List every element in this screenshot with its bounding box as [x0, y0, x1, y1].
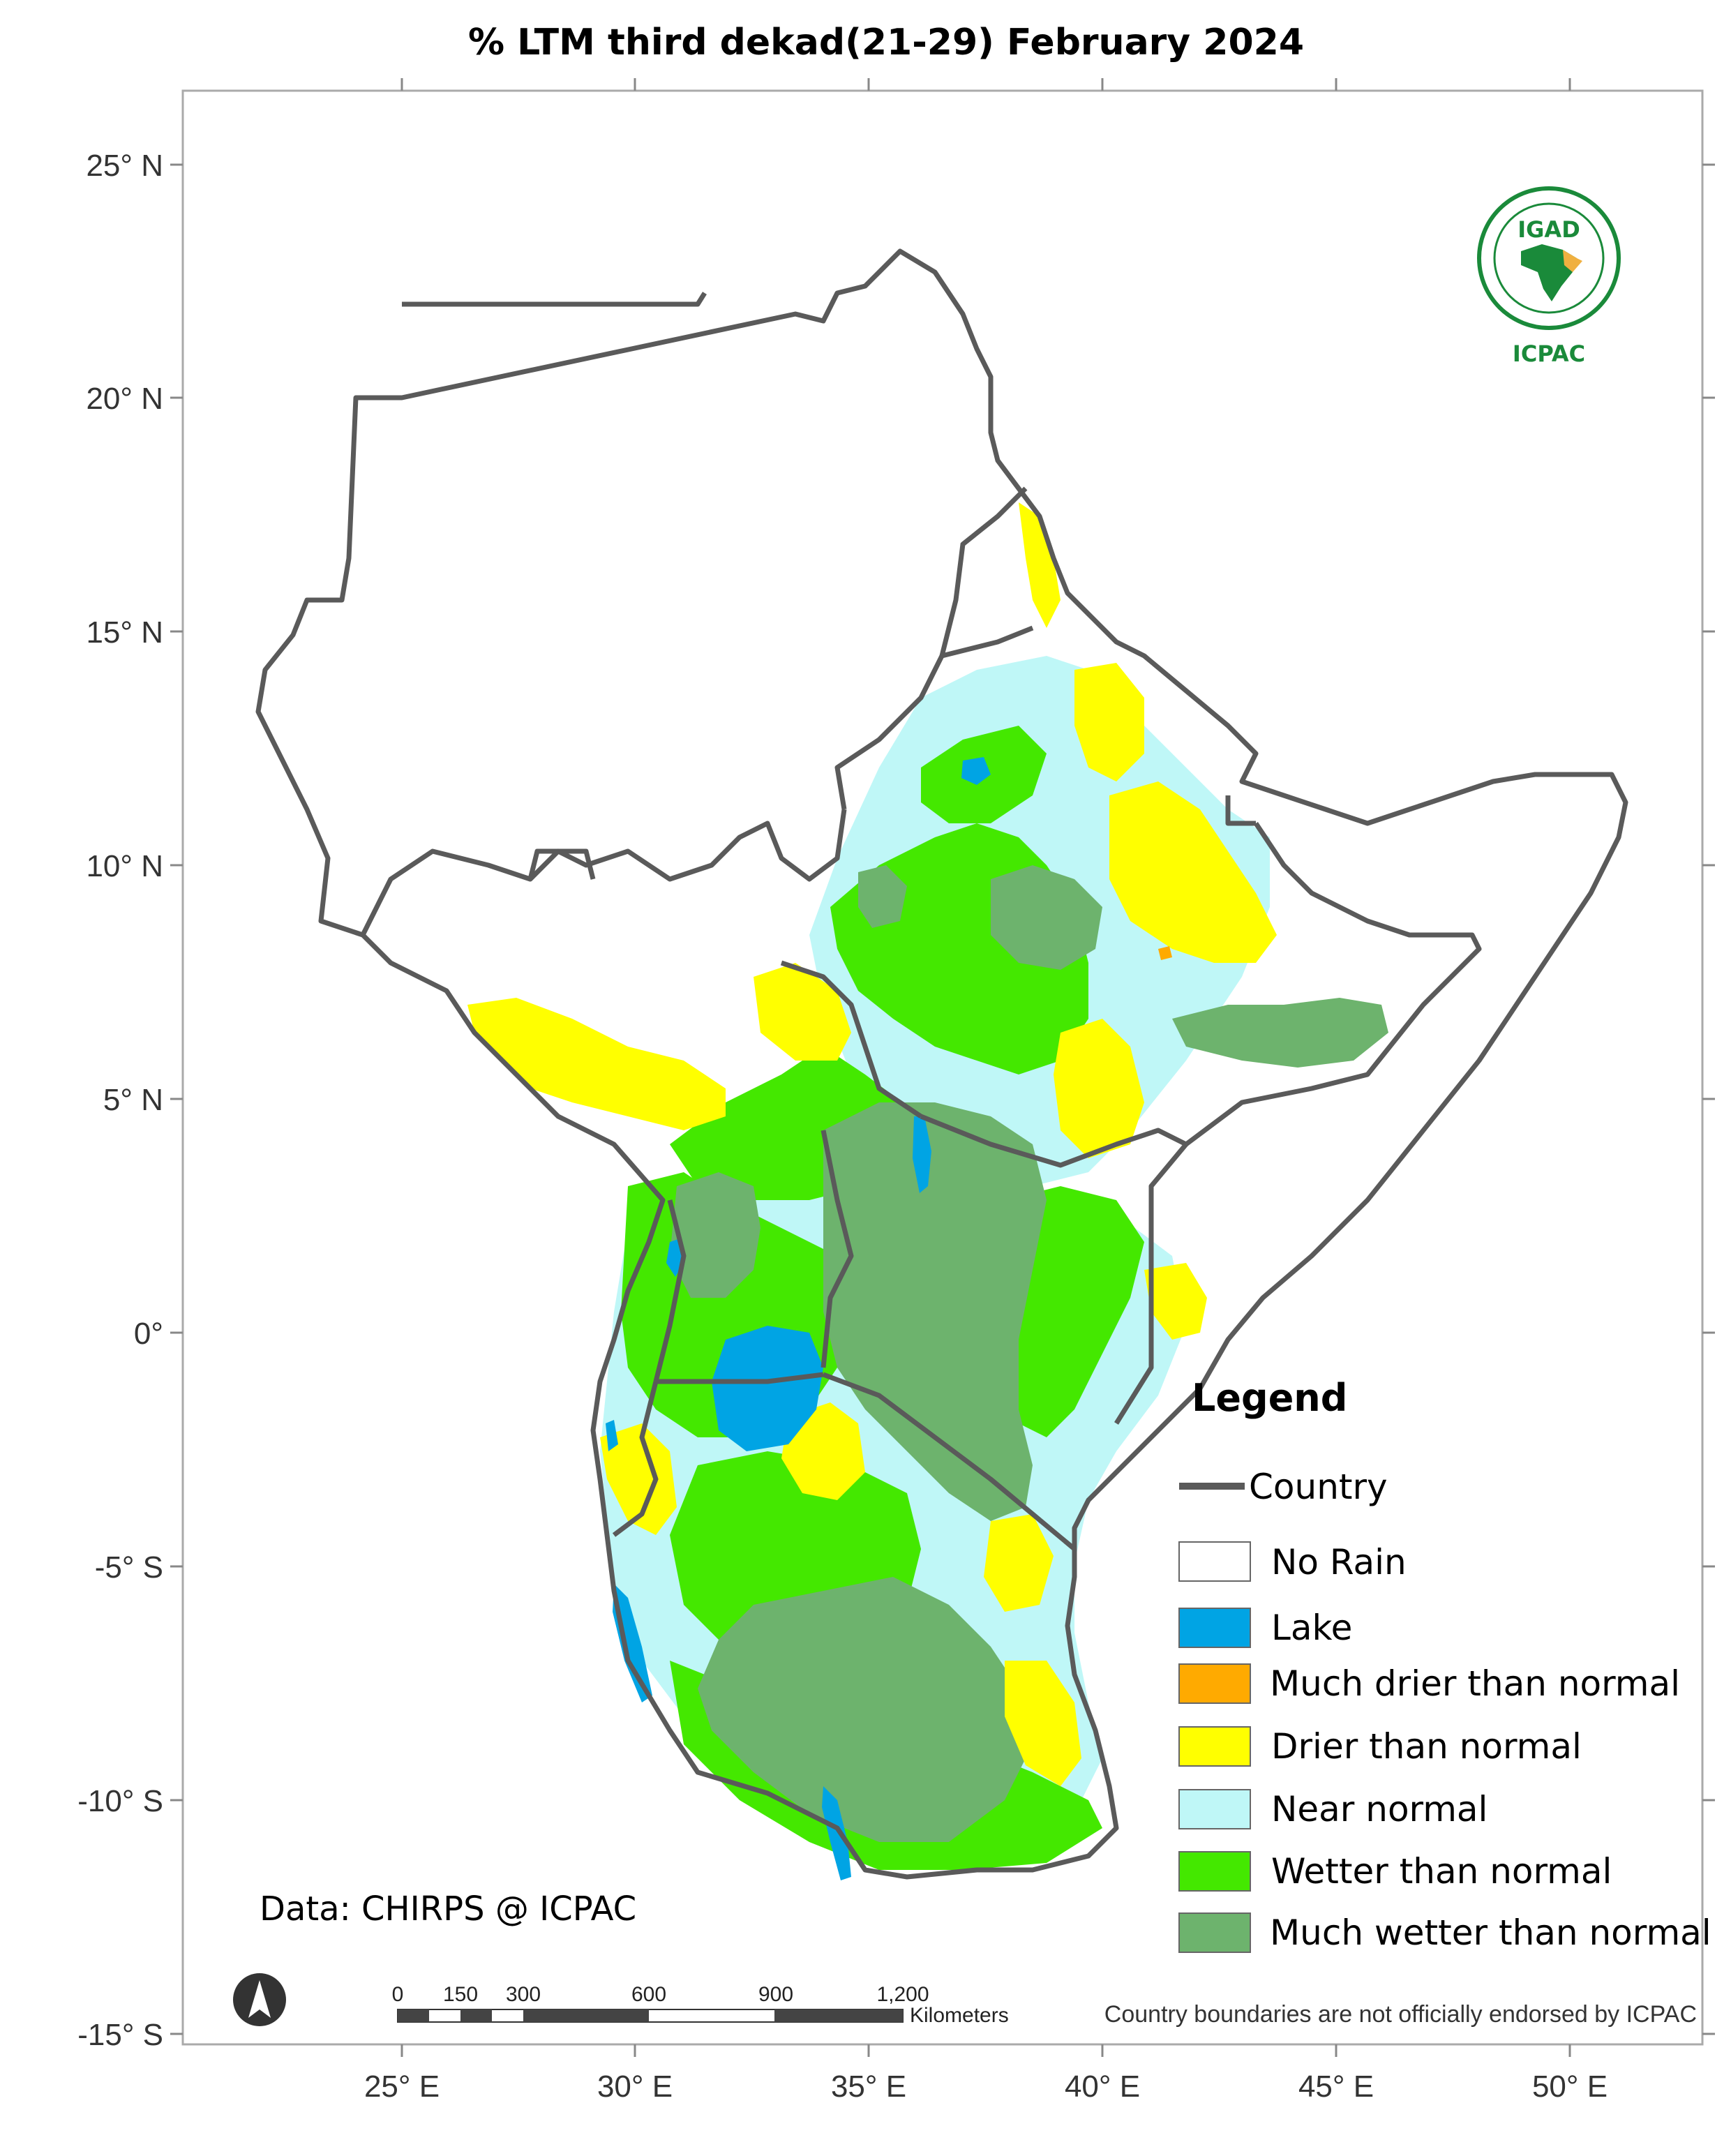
lake-tanganyika [613, 1584, 652, 1702]
legend-label-near-normal: Near normal [1271, 1789, 1488, 1829]
scale-label-900: 900 [758, 1983, 793, 2006]
ethiopia-somalia-border [1184, 822, 1482, 1146]
scale-bar: 0 150 300 600 900 1,200 Kilometers [392, 1983, 1009, 2027]
legend-country-label: Country [1249, 1467, 1388, 1507]
lon-label-30e: 30° E [597, 2069, 673, 2104]
much-drier-patch [1158, 946, 1172, 960]
ethiopia-kenya-border [920, 1114, 1187, 1168]
legend-label-drier: Drier than normal [1271, 1726, 1582, 1767]
kenya-tanzania-border [822, 1372, 1077, 1551]
igad-icpac-logo: IGAD ICPAC [1477, 186, 1621, 367]
latitude-labels: 25° N 20° N 15° N 10° N 5° N 0° -5° S -1… [77, 149, 163, 2052]
drier-south-sudan-east [754, 963, 851, 1061]
logo-icpac-text: ICPAC [1513, 340, 1585, 367]
drier-ethiopia-central [1109, 781, 1277, 963]
ethiopia-south-sudan-border [780, 960, 922, 1118]
lake-victoria [712, 1326, 823, 1451]
legend-swatch-much-wetter [1178, 1912, 1251, 1953]
data-credit: Data: CHIRPS @ ICPAC [260, 1889, 636, 1929]
latitude-ticks [170, 163, 1715, 2035]
drier-tanzania-east [984, 1514, 1054, 1612]
lon-label-50e: 50° E [1532, 2069, 1608, 2104]
map-content [255, 248, 1628, 1880]
lat-label-10s: -10° S [77, 1784, 163, 1818]
much-wetter-drc [670, 1172, 760, 1298]
logo-ring-inner [1493, 202, 1605, 314]
lat-label-5s: -5° S [95, 1550, 163, 1585]
much-wetter-tanzania-south [698, 1577, 1033, 1842]
drier-somalia-south [1144, 1263, 1207, 1340]
drier-ethiopia-north [1074, 663, 1144, 781]
longitude-labels: 25° E 30° E 35° E 40° E 45° E 50° E [364, 2069, 1608, 2104]
country-boundaries [255, 248, 1628, 1880]
much-wetter-ethiopia-east [1172, 998, 1388, 1068]
chad-car-notch [527, 848, 596, 880]
lat-label-20n: 20° N [86, 382, 163, 416]
legend-swatch-much-drier [1178, 1663, 1251, 1704]
lat-label-15n: 15° N [86, 615, 163, 650]
legend-label-much-drier: Much drier than normal [1270, 1663, 1680, 1704]
much-wetter-ethiopia-highlands [991, 865, 1102, 970]
djibouti-border [1225, 795, 1256, 826]
drier-eritrea-coast [1019, 502, 1061, 628]
scale-label-150: 150 [443, 1983, 478, 2006]
africa-icon [1521, 244, 1577, 301]
map-title: % LTM third dekad(21-29) February 2024 [468, 22, 1304, 63]
legend-swatch-lake [1178, 1608, 1251, 1648]
drier-rwanda-burundi [600, 1423, 677, 1535]
north-arrow-icon [248, 1980, 271, 2018]
lake-turkana [913, 1116, 931, 1193]
legend-swatch-no-rain [1178, 1541, 1251, 1582]
legend-swatch-near-normal [1178, 1789, 1251, 1829]
longitude-ticks [400, 78, 1571, 2057]
drier-tanzania-southeast [1005, 1661, 1081, 1786]
lon-label-25e: 25° E [364, 2069, 440, 2104]
scale-label-600: 600 [631, 1983, 666, 2006]
horn-of-africa-icon [1563, 250, 1582, 272]
legend-label-much-wetter: Much wetter than normal [1270, 1912, 1711, 1953]
lon-label-45e: 45° E [1298, 2069, 1374, 2104]
scale-label-300: 300 [506, 1983, 541, 2006]
drier-south-sudan-west [467, 998, 726, 1130]
sudan-ethiopia-border [834, 625, 1034, 810]
lat-label-10n: 10° N [86, 849, 163, 883]
lon-label-35e: 35° E [831, 2069, 906, 2104]
much-wetter-uganda-kenya [823, 1102, 1047, 1521]
lat-label-5n: 5° N [103, 1083, 163, 1117]
legend-label-lake: Lake [1271, 1608, 1352, 1648]
lat-label-0: 0° [134, 1317, 163, 1351]
eritrea-border [939, 486, 1028, 657]
legend-swatch-drier [1178, 1726, 1251, 1767]
lake-kivu [606, 1420, 618, 1451]
lat-label-25n: 25° N [86, 149, 163, 183]
legend: Legend Country No Rain Lake Much drier t… [1178, 1376, 1711, 1953]
logo-igad-text: IGAD [1518, 216, 1580, 243]
legend-swatch-wetter [1178, 1851, 1251, 1892]
scale-unit: Kilometers [910, 2004, 1009, 2027]
drc-uganda-border [653, 1199, 687, 1382]
sudan-south-sudan-border [360, 809, 847, 936]
lake-malawi [822, 1786, 851, 1880]
lon-label-40e: 40° E [1065, 2069, 1140, 2104]
outer-boundary [255, 248, 1628, 1880]
lake-tana [961, 757, 991, 785]
legend-label-no-rain: No Rain [1271, 1542, 1407, 1582]
tanzania-rwanda-burundi-border [612, 1372, 824, 1537]
scale-label-1200: 1,200 [876, 1983, 929, 2006]
north-arrow [233, 1973, 286, 2026]
boundary-disclaimer: Country boundaries are not officially en… [1104, 2001, 1697, 2028]
legend-label-wetter: Wetter than normal [1271, 1851, 1612, 1892]
much-wetter-ethiopia-west [858, 865, 907, 928]
lat-label-15s: -15° S [77, 2018, 163, 2052]
somalia-kenya-border [1114, 1142, 1188, 1425]
drier-ethiopia-south [1054, 1019, 1144, 1158]
scale-label-0: 0 [392, 1983, 404, 2006]
uganda-kenya-border [820, 1130, 854, 1368]
legend-title: Legend [1192, 1376, 1347, 1420]
